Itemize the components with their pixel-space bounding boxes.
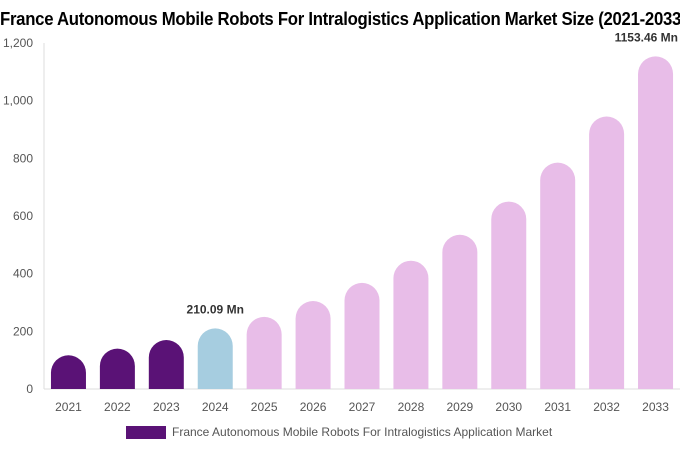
x-tick-label: 2031	[544, 400, 571, 414]
bar-2033	[638, 56, 674, 390]
legend: France Autonomous Mobile Robots For Intr…	[126, 425, 552, 439]
bar-2025	[246, 316, 282, 389]
y-tick-label: 0	[26, 382, 33, 396]
x-tick-label: 2021	[55, 400, 82, 414]
x-tick-label: 2033	[642, 400, 669, 414]
bar-2021	[50, 355, 86, 389]
x-tick-label: 2023	[153, 400, 180, 414]
x-tick-label: 2032	[593, 400, 620, 414]
x-tick-label: 2026	[300, 400, 327, 414]
legend-label: France Autonomous Mobile Robots For Intr…	[172, 425, 553, 439]
x-tick-label: 2027	[349, 400, 376, 414]
bar-2031	[540, 162, 576, 389]
bar-2022	[99, 348, 135, 389]
x-tick-label: 2030	[495, 400, 522, 414]
bar-2023	[148, 339, 184, 389]
y-tick-label: 600	[13, 209, 33, 223]
y-tick-label: 200	[13, 324, 33, 338]
chart-title: France Autonomous Mobile Robots For Intr…	[0, 9, 680, 29]
data-label-2033: 1153.46 Mn	[615, 30, 678, 44]
x-tick-label: 2022	[104, 400, 131, 414]
bar-2027	[344, 282, 380, 389]
data-label-2024: 210.09 Mn	[187, 302, 244, 316]
y-tick-label: 1,000	[3, 94, 33, 108]
bar-2028	[393, 260, 429, 389]
y-tick-label: 800	[13, 151, 33, 165]
bar-2024	[197, 328, 233, 389]
bar-2030	[491, 201, 527, 389]
bar-2032	[589, 116, 625, 389]
y-tick-label: 400	[13, 267, 33, 281]
x-tick-label: 2028	[398, 400, 425, 414]
x-tick-label: 2029	[446, 400, 473, 414]
bar-2026	[295, 301, 331, 389]
y-tick-label: 1,200	[3, 36, 33, 50]
x-tick-label: 2024	[202, 400, 229, 414]
legend-swatch	[126, 425, 166, 439]
x-tick-label: 2025	[251, 400, 278, 414]
bar-2029	[442, 234, 478, 389]
